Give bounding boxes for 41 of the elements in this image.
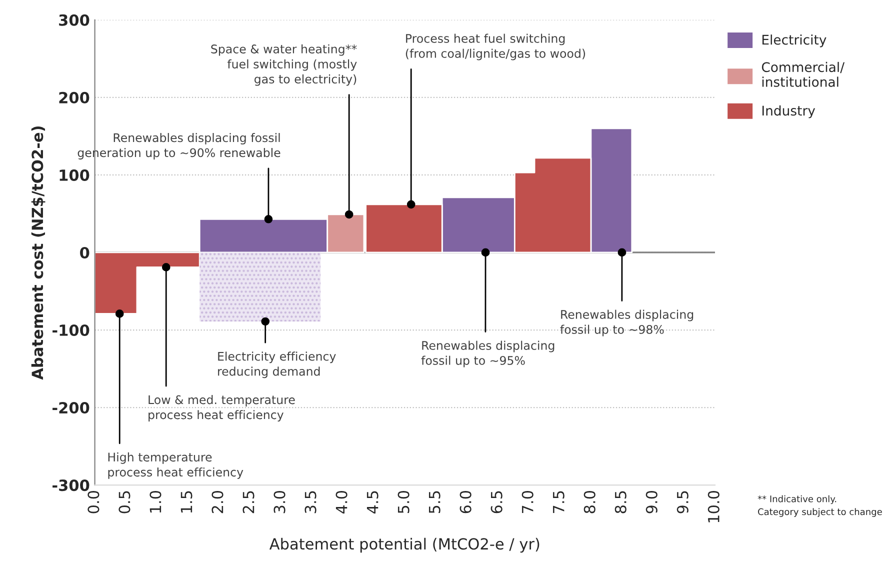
x-tick-label: 8.5: [614, 491, 626, 514]
legend-label: Electricity: [762, 34, 826, 48]
text: ** Indicative only. Category subject to change: [758, 495, 882, 517]
annotation: Renewables displacing fossil up to ~95%: [421, 340, 554, 368]
x-tick-label: 7.0: [522, 490, 534, 513]
x-tick-label: 0.5: [118, 491, 130, 514]
x-tick-label: 7.5: [553, 491, 564, 513]
y-tick-label: 300: [59, 14, 90, 26]
y-tick-label: 200: [59, 92, 90, 104]
x-tick-label: 2.0: [212, 490, 224, 514]
y-tick-label: -200: [52, 402, 90, 414]
y-tick-label: -300: [52, 480, 90, 492]
legend-label: Commercial/ institutional: [762, 62, 845, 87]
x-tick-label: 4.0: [336, 490, 348, 514]
y-tick-label: -100: [52, 324, 90, 336]
x-tick-label: 1.5: [180, 491, 192, 513]
x-tick-label: 3.5: [304, 491, 316, 514]
annotation: Low & med. temperature process heat efficiency: [148, 395, 295, 422]
y-tick-label: 0: [80, 246, 90, 258]
annotation: Electricity efficiency reducing demand: [218, 352, 336, 378]
x-tick-label: 2.5: [242, 491, 254, 514]
x-tick-label: 9.0: [646, 490, 658, 514]
x-tick-label: 8.0: [584, 490, 596, 514]
x-tick-label: 5.0: [398, 490, 410, 514]
annotation: Space & water heating** fuel switching (mostly gas to electricity): [211, 44, 357, 86]
annotation: High temperature process heat efficiency: [108, 452, 244, 479]
x-axis-title: Abatement potential (MtCO2-e / yr): [269, 538, 540, 553]
x-tick-label: 6.0: [460, 490, 472, 514]
x-tick-label: 1.0: [150, 490, 162, 513]
x-tick-label: 6.5: [490, 491, 502, 514]
y-tick-label: 100: [60, 169, 90, 181]
x-tick-label: 4.5: [366, 491, 378, 514]
x-tick-label: 0.0: [88, 490, 100, 514]
x-tick-label: 3.0: [274, 490, 286, 514]
x-tick-label: 10.0: [708, 490, 720, 522]
y-axis-title: Abatement cost (NZ$/tCO2-e): [31, 126, 46, 380]
annotation: Renewables displacing fossil up to ~98%: [560, 310, 694, 336]
legend-label: Industry: [762, 105, 816, 118]
x-tick-label: 5.5: [428, 491, 440, 514]
x-tick-label: 9.5: [676, 491, 688, 514]
annotation: Process heat fuel switching (from coal/lignite/gas to wood): [406, 34, 586, 60]
